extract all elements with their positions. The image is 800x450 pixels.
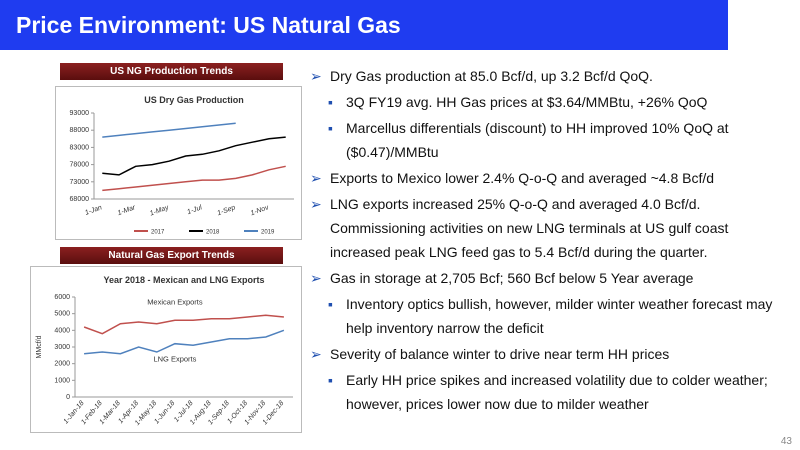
bullet-list: Dry Gas production at 85.0 Bcf/d, up 3.2… — [310, 64, 788, 418]
slide-title: Price Environment: US Natural Gas — [16, 12, 401, 38]
series-line — [84, 329, 285, 355]
series-line — [83, 314, 284, 335]
y-tick-label: 83000 — [70, 144, 90, 151]
bullet: Inventory optics bullish, however, milde… — [310, 292, 788, 340]
y-tick-label: 6000 — [54, 294, 70, 301]
x-tick-label: 1-Jan — [84, 204, 103, 217]
y-tick-label: 68000 — [70, 196, 90, 203]
chart-box: US Dry Gas Production 68000 73000 78000 8300… — [55, 86, 302, 240]
bullet: Marcellus differentials (discount) to HH… — [310, 116, 788, 164]
y-tick-label: 2000 — [54, 361, 70, 368]
series-line — [102, 122, 236, 138]
bullet: Early HH price spikes and increased vola… — [310, 368, 788, 416]
y-tick-label: 93000 — [70, 110, 90, 117]
chart: US Dry Gas Production 68000 73000 78000 8300… — [70, 95, 294, 236]
chart-title: US Dry Gas Production — [144, 95, 244, 105]
x-tick-label: 1-Sep — [216, 204, 236, 217]
series-label: LNG Exports — [153, 355, 196, 364]
x-tick-label: 1-May — [149, 204, 170, 217]
panel-label: US NG Production Trends — [60, 63, 283, 80]
bullet: Dry Gas production at 85.0 Bcf/d, up 3.2… — [310, 64, 788, 88]
bullet: LNG exports increased 25% Q-o-Q and aver… — [310, 192, 788, 264]
y-tick-label: 3000 — [54, 344, 70, 351]
page-number: 43 — [780, 436, 792, 447]
y-tick-label: 0 — [66, 394, 70, 401]
legend-label: 2019 — [261, 230, 275, 236]
legend-label: 2017 — [151, 230, 165, 236]
chart: Year 2018 - Mexican and LNG Exports 0 1000… — [36, 275, 293, 427]
y-tick-label: 5000 — [54, 311, 70, 318]
chart-box: Year 2018 - Mexican and LNG Exports 0 1000… — [30, 266, 302, 433]
series-line — [102, 165, 286, 192]
y-tick-label: 78000 — [70, 162, 90, 169]
y-axis-label: MMcf/d — [36, 335, 43, 358]
bullet: 3Q FY19 avg. HH Gas prices at $3.64/MMBt… — [310, 90, 788, 114]
bullet: Exports to Mexico lower 2.4% Q-o-Q and a… — [310, 166, 788, 190]
bullet: Severity of balance winter to drive near… — [310, 342, 788, 366]
y-tick-label: 88000 — [70, 127, 90, 134]
x-tick-label: 1-Nov — [250, 204, 270, 217]
legend-label: 2018 — [206, 230, 220, 236]
panel-label: Natural Gas Export Trends — [60, 247, 283, 264]
title-bar: Price Environment: US Natural Gas — [0, 0, 728, 50]
x-tick-label: 1-Mar — [117, 204, 137, 217]
y-tick-label: 1000 — [54, 377, 70, 384]
chart-title: Year 2018 - Mexican and LNG Exports — [103, 275, 264, 285]
y-tick-label: 4000 — [54, 327, 70, 334]
bullet: Gas in storage at 2,705 Bcf; 560 Bcf bel… — [310, 266, 788, 290]
x-tick-label: 1-Jul — [186, 204, 203, 216]
series-line — [102, 136, 286, 176]
series-label: Mexican Exports — [147, 297, 203, 306]
y-tick-label: 73000 — [70, 179, 90, 186]
